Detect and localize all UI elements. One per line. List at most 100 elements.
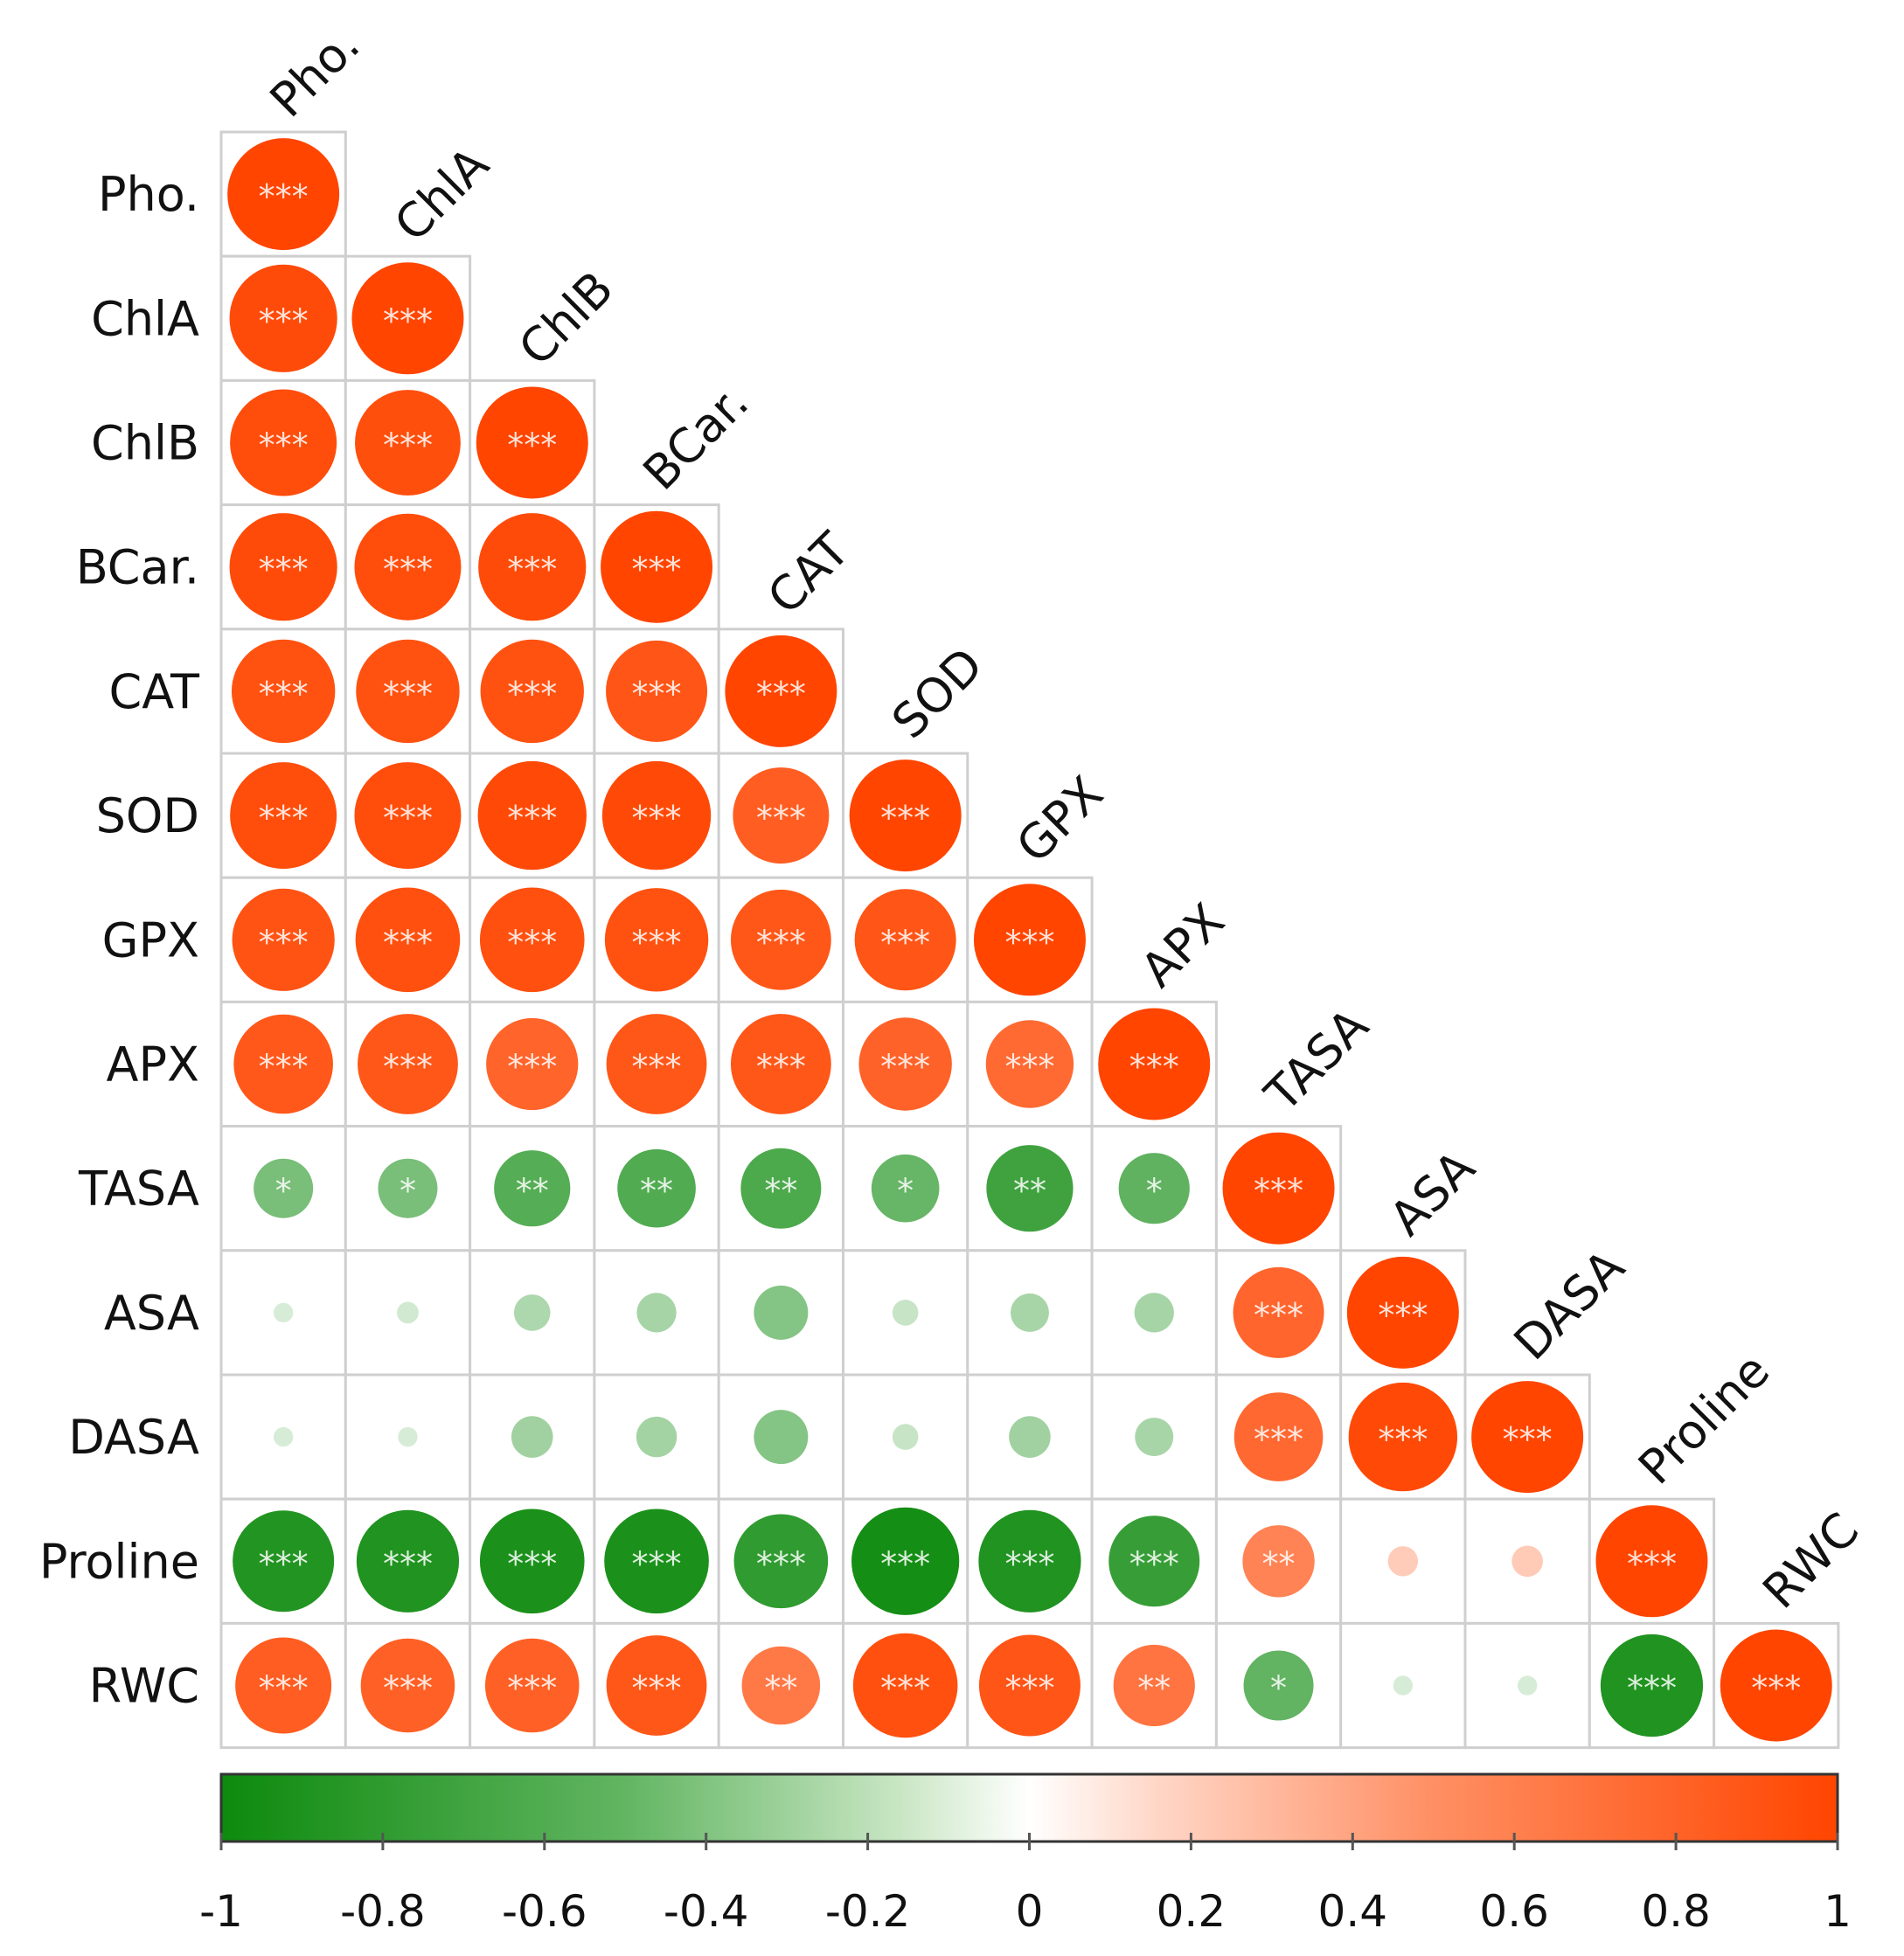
correlation-circle-7-4 [730, 1014, 831, 1114]
correlation-circle-2-2 [476, 386, 588, 499]
colorbar-tick-label-4: -0.2 [825, 1886, 911, 1937]
column-label-5: SOD [881, 637, 993, 749]
significance-label-12-0: *** [259, 1669, 309, 1708]
correlation-circle-10-9 [1348, 1382, 1458, 1492]
correlation-circle-2-1 [355, 390, 461, 496]
significance-label-7-2: *** [507, 1048, 557, 1086]
correlation-circle-7-1 [358, 1014, 458, 1114]
significance-label-5-3: *** [632, 799, 682, 837]
correlation-circle-1-0 [229, 264, 337, 372]
significance-label-12-5: *** [880, 1669, 930, 1708]
correlation-circle-10-4 [754, 1410, 809, 1465]
correlation-circle-10-0 [273, 1426, 294, 1447]
correlation-circle-5-4 [733, 767, 830, 864]
correlation-circle-12-6 [978, 1634, 1081, 1737]
correlation-circle-8-6 [986, 1145, 1074, 1232]
correlation-circle-4-2 [480, 639, 584, 744]
correlation-circle-10-5 [892, 1424, 919, 1450]
row-label-10: DASA [68, 1410, 199, 1465]
colorbar-ticks: -1 -0.8 -0.6 -0.4 -0.2 0 0.2 0.4 0.6 0.8 1 [199, 1833, 1852, 1937]
correlation-circle-11-4 [733, 1514, 829, 1609]
cell-12-7 [1090, 1621, 1218, 1750]
significance-label-12-12: *** [1751, 1669, 1801, 1708]
significance-label-6-1: *** [383, 923, 433, 961]
significance-label-5-0: *** [259, 799, 309, 837]
significance-label-4-0: *** [259, 675, 309, 713]
correlation-circle-2-0 [230, 389, 337, 496]
correlation-circle-12-8 [1243, 1650, 1314, 1721]
significance-label-11-11: *** [1627, 1544, 1677, 1583]
significance-label-7-0: *** [259, 1048, 309, 1086]
correlation-circle-6-6 [973, 884, 1086, 996]
colorbar-tick-label-1: -0.8 [340, 1886, 426, 1937]
row-label-1: ChlA [91, 291, 199, 346]
correlation-circle-10-8 [1233, 1392, 1324, 1481]
correlation-circle-9-2 [513, 1294, 551, 1331]
correlation-circle-3-1 [354, 513, 462, 621]
correlation-circle-4-4 [725, 635, 837, 747]
correlation-circle-12-5 [852, 1633, 958, 1738]
significance-label-5-1: *** [383, 799, 433, 837]
significance-label-6-5: *** [880, 923, 930, 961]
significance-label-4-3: *** [632, 675, 682, 713]
correlation-circle-12-2 [484, 1638, 580, 1733]
colorbar-gradient [219, 1772, 1839, 1843]
correlation-circle-11-7 [1108, 1516, 1200, 1607]
correlation-circle-12-11 [1600, 1633, 1704, 1738]
correlation-circle-6-3 [604, 888, 709, 992]
significance-label-11-0: *** [259, 1544, 309, 1583]
correlation-circle-7-0 [233, 1014, 333, 1114]
correlation-circle-12-7 [1113, 1644, 1195, 1727]
significance-label-12-3: *** [632, 1669, 682, 1708]
significance-label-12-1: *** [383, 1669, 433, 1708]
correlation-circle-8-4 [740, 1148, 822, 1229]
correlation-circle-7-7 [1098, 1008, 1211, 1120]
correlation-circle-6-2 [479, 887, 585, 993]
correlation-circle-8-2 [494, 1150, 571, 1227]
significance-label-8-4: ** [764, 1172, 797, 1210]
correlation-circle-11-8 [1242, 1525, 1315, 1598]
significance-label-7-4: *** [756, 1048, 806, 1086]
correlation-circle-10-7 [1135, 1418, 1174, 1457]
column-label-7: APX [1130, 893, 1235, 998]
correlation-circle-11-9 [1387, 1546, 1419, 1577]
significance-label-7-3: *** [632, 1048, 682, 1086]
correlation-circle-12-4 [741, 1646, 821, 1725]
correlation-circle-11-6 [978, 1509, 1081, 1613]
significance-label-8-2: ** [516, 1172, 549, 1210]
correlation-circle-11-10 [1511, 1545, 1543, 1578]
correlation-circle-3-2 [478, 513, 587, 621]
row-label-2: ChlB [91, 416, 199, 471]
column-label-10: DASA [1504, 1239, 1636, 1371]
correlation-circle-8-8 [1222, 1132, 1335, 1245]
correlation-circle-12-1 [360, 1638, 455, 1733]
correlation-circle-1-1 [351, 262, 464, 375]
colorbar-tick-label-0: -1 [199, 1886, 243, 1937]
row-label-12: RWC [89, 1659, 199, 1714]
correlation-circle-9-9 [1346, 1256, 1459, 1369]
correlation-circle-7-6 [985, 1020, 1074, 1108]
column-label-9: ASA [1379, 1140, 1485, 1246]
significance-label-3-3: *** [632, 551, 682, 589]
significance-label-12-4: ** [764, 1669, 797, 1708]
row-label-11: Proline [39, 1534, 199, 1589]
column-label-4: CAT [757, 522, 860, 625]
significance-label-11-4: *** [756, 1544, 806, 1583]
correlation-circle-9-5 [892, 1300, 919, 1326]
correlation-circle-10-6 [1009, 1416, 1051, 1458]
significance-label-11-2: *** [507, 1544, 557, 1583]
significance-label-12-6: *** [1004, 1669, 1054, 1708]
significance-label-6-3: *** [632, 923, 682, 961]
colorbar-tick-label-9: 0.8 [1641, 1886, 1711, 1937]
significance-label-3-2: *** [507, 551, 557, 589]
column-label-12: RWC [1752, 1502, 1869, 1620]
correlation-circle-3-0 [229, 513, 337, 621]
correlation-circle-4-1 [356, 639, 460, 744]
correlation-circle-5-0 [230, 762, 337, 870]
significance-label-2-1: *** [383, 427, 433, 465]
significance-label-4-4: *** [756, 675, 806, 713]
correlation-circle-9-3 [636, 1293, 677, 1333]
colorbar-tick-label-7: 0.4 [1318, 1886, 1388, 1937]
significance-label-8-6: ** [1013, 1172, 1046, 1210]
